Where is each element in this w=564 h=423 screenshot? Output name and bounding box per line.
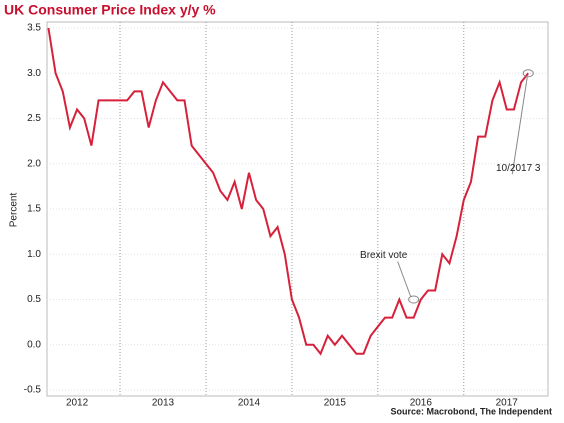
y-tick-label: 3.0 (27, 68, 41, 79)
source: Source: Macrobond, The Independent (390, 406, 552, 416)
x-tick-label: 2017 (496, 398, 519, 409)
y-tick-label: 3.5 (27, 23, 41, 34)
annotation-text: Brexit vote (360, 250, 408, 261)
y-axis-label: Percent (9, 193, 20, 228)
x-tick-label: 2016 (410, 398, 433, 409)
y-tick-label: 1.0 (27, 249, 41, 260)
annotation-leader (397, 261, 412, 297)
y-tick-label: 0.5 (27, 294, 41, 305)
x-tick-label: 2014 (238, 398, 261, 409)
x-tick-label: 2012 (66, 398, 89, 409)
annotation-marker (408, 295, 420, 304)
annotation-leader (511, 77, 528, 175)
x-tick-label: 2015 (324, 398, 347, 409)
y-tick-label: 1.5 (27, 204, 41, 215)
y-tick-label: 2.0 (27, 158, 41, 169)
annotation-text: 10/2017 3 (496, 163, 541, 174)
y-tick-label: -0.5 (24, 385, 42, 396)
series-line (47, 27, 530, 356)
y-tick-label: 0.0 (27, 339, 41, 350)
x-tick-label: 2013 (152, 398, 175, 409)
annotation-marker (522, 69, 534, 78)
y-tick-label: 2.5 (27, 113, 41, 124)
chart-title: UK Consumer Price Index y/y % (4, 2, 216, 18)
